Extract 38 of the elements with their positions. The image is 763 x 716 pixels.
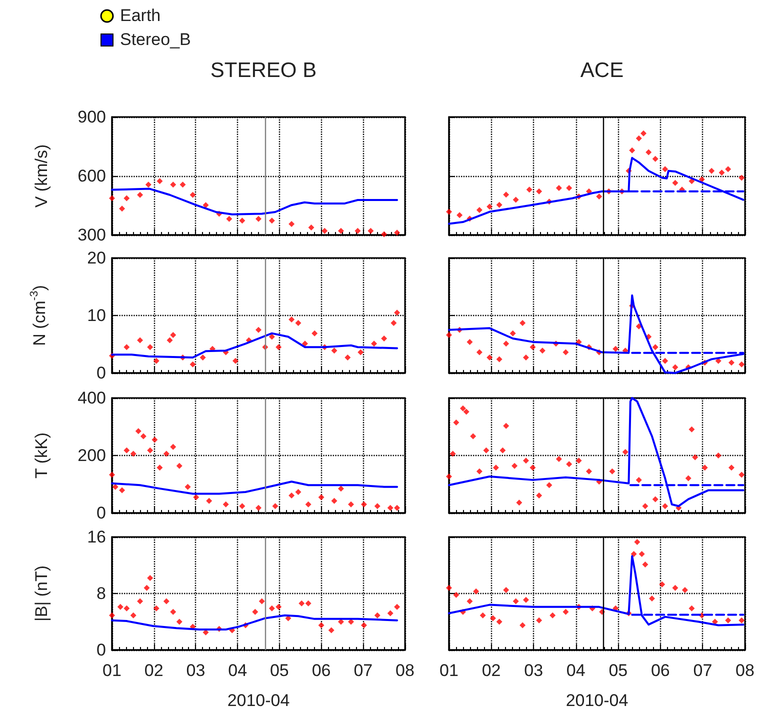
x-tick-label: 03: [524, 661, 544, 680]
x-tick-label: 03: [186, 661, 206, 680]
chart-title: STEREO B: [210, 59, 317, 82]
y-tick-label: 16: [87, 528, 106, 546]
y-tick-label: 8: [96, 584, 106, 603]
y-tick-label: 0: [96, 364, 106, 382]
y-tick-label: 900: [78, 108, 106, 126]
y-tick-label: 200: [78, 446, 106, 465]
chart-title: ACE: [580, 59, 624, 82]
y-axis-title: V (km/s): [32, 144, 51, 208]
y-tick-label: 600: [78, 166, 106, 186]
x-tick-label: 07: [354, 661, 373, 680]
y-tick-label: 10: [87, 306, 106, 325]
y-axis-title: N (cm-3): [28, 285, 49, 346]
x-tick-label: 04: [228, 661, 248, 680]
x-tick-label: 01: [440, 661, 458, 680]
x-tick-label: 02: [144, 661, 164, 680]
text: Stereo_B: [120, 30, 191, 50]
y-axis-title: |B| (nT): [32, 565, 51, 622]
x-tick-label: 05: [608, 661, 628, 680]
x-tick-label: 08: [396, 661, 414, 680]
x-tick-label: 04: [566, 661, 586, 680]
y-tick-label: 0: [96, 640, 106, 660]
y-tick-label: 0: [96, 504, 106, 522]
x-axis-title: 2010-04: [566, 691, 628, 710]
x-tick-label: 06: [650, 661, 670, 680]
text: Earth: [120, 6, 161, 26]
x-tick-label: 02: [482, 661, 501, 680]
x-tick-label: 01: [102, 661, 122, 680]
y-axis-title: T (kK): [32, 432, 51, 478]
y-tick-label: 20: [87, 248, 106, 268]
y-tick-label: 400: [78, 388, 106, 408]
x-tick-label: 07: [693, 661, 712, 680]
x-axis-title: 2010-04: [227, 691, 290, 710]
y-tick-label: 300: [78, 226, 106, 244]
x-tick-label: 05: [270, 661, 289, 680]
x-tick-label: 06: [312, 661, 331, 680]
x-tick-label: 08: [736, 661, 754, 680]
